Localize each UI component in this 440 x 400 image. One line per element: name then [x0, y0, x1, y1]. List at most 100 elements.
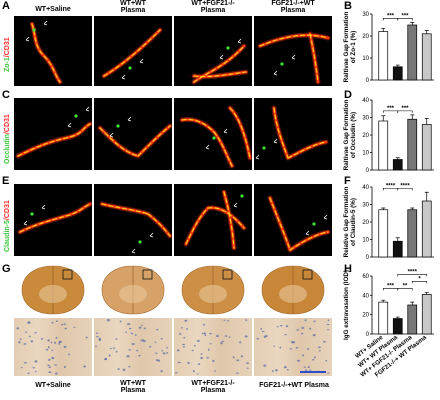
- nucleus: [317, 346, 321, 349]
- y-tick-label-3: 60: [362, 274, 369, 280]
- nucleus: [327, 372, 330, 374]
- fluorescence-svg-r2-c2: [97, 116, 172, 159]
- panel-letter-b: B: [344, 0, 352, 12]
- nucleus: [115, 350, 118, 353]
- nucleus: [119, 320, 122, 323]
- nucleus: [122, 368, 126, 371]
- nucleus: [305, 369, 308, 372]
- brain-svg-2: [101, 265, 165, 315]
- nucleus: [27, 321, 30, 323]
- nucleus: [117, 368, 120, 370]
- error-bar-3: [410, 22, 415, 25]
- nucleus: [279, 346, 282, 349]
- fluorescence-panel-r1-c1: [14, 16, 92, 86]
- green-puncta: [30, 212, 34, 216]
- fluorescence-panel-r2-c2: [94, 98, 172, 170]
- row-label-zo1: Zo-1/CD31: [4, 37, 11, 72]
- zoom-box: [302, 269, 313, 280]
- nucleus: [212, 359, 215, 363]
- error-bar-2: [395, 157, 400, 160]
- vessel-glow: [267, 195, 331, 253]
- vessel-red: [258, 32, 330, 84]
- sig-label-1: ****: [386, 183, 396, 189]
- arrowhead-1: [139, 58, 144, 64]
- nucleus: [32, 366, 35, 369]
- fluorescence-svg-r3-c2: [99, 201, 172, 254]
- row-label-occludin-marker: Occludin: [4, 134, 11, 164]
- y-tick-label-4: 40: [362, 185, 369, 191]
- nucleus: [214, 370, 216, 372]
- nucleus: [128, 349, 132, 351]
- row-label-occludin-slash: /: [4, 132, 11, 135]
- y-axis-label-1: Raltivae Gap Formation: [343, 12, 350, 83]
- fluorescence-svg-r3-c4: [267, 195, 331, 253]
- nucleus: [54, 372, 58, 375]
- bar-2: [392, 66, 403, 81]
- nucleus: [322, 340, 326, 343]
- y-tick-label-3: 30: [362, 116, 369, 122]
- nucleus: [314, 356, 316, 359]
- y-tick-label-1: 10: [362, 151, 369, 157]
- nucleus: [235, 372, 239, 374]
- nucleus: [16, 327, 20, 330]
- nucleus: [239, 341, 242, 344]
- bar-1: [378, 209, 389, 258]
- nucleus: [134, 334, 137, 336]
- brain-svg-4: [261, 265, 325, 315]
- histology-svg: [14, 318, 332, 376]
- nucleus: [273, 345, 276, 347]
- sig-bracket-2: [397, 187, 413, 191]
- row-label-claudin5: Claudin-5/CD31: [4, 200, 11, 252]
- nucleus: [34, 360, 38, 363]
- nucleus: [166, 346, 168, 349]
- nucleus: [130, 332, 134, 335]
- nucleus: [327, 328, 329, 331]
- bar-4: [421, 124, 432, 171]
- fluorescence-panel-r3-c3: [174, 184, 252, 256]
- nucleus: [54, 364, 58, 366]
- bar-3: [407, 304, 418, 335]
- y-tick-label-3: 30: [362, 203, 369, 209]
- arrowhead-1: [237, 38, 242, 44]
- arrowhead-1: [273, 138, 278, 144]
- zoom-box: [142, 269, 153, 280]
- nucleus: [224, 335, 228, 337]
- nucleus: [23, 343, 27, 345]
- nucleus: [61, 324, 64, 326]
- sig-label-2: **: [403, 284, 408, 290]
- nucleus: [201, 332, 204, 335]
- nucleus: [27, 372, 30, 374]
- arrowhead-2: [255, 154, 260, 160]
- nucleus: [296, 329, 300, 331]
- nucleus: [23, 362, 27, 364]
- nucleus: [63, 365, 66, 369]
- nucleus: [304, 319, 307, 322]
- fluorescence-panel-r2-c4: [254, 98, 332, 170]
- nucleus: [240, 355, 243, 358]
- nucleus: [160, 337, 163, 340]
- y-axis-label-2: of Claudin-5 (%): [350, 198, 357, 246]
- fluorescence-svg-r2-c3: [179, 105, 252, 169]
- y-tick-label-2: 40: [362, 293, 369, 299]
- nucleus: [301, 326, 305, 329]
- row-label-zo1-slash: /: [4, 55, 11, 58]
- nucleus: [182, 346, 186, 348]
- nucleus: [263, 364, 267, 367]
- nucleus: [197, 363, 201, 366]
- nucleus: [182, 343, 186, 346]
- nucleus: [275, 369, 278, 372]
- nucleus: [271, 370, 274, 372]
- nucleus: [68, 353, 71, 356]
- nucleus: [59, 340, 63, 343]
- y-axis-label-1: Raltivae Gap Formation: [343, 100, 350, 171]
- nucleus: [220, 342, 223, 345]
- nucleus: [313, 320, 316, 323]
- col-header-3: WT+FGF21-/- Plasma: [174, 0, 252, 14]
- vessel-yellow: [103, 29, 161, 77]
- error-bar-3: [410, 114, 415, 120]
- nucleus: [155, 352, 158, 354]
- nucleus: [48, 371, 52, 374]
- green-puncta: [74, 114, 78, 118]
- panel-letter-h: H: [344, 263, 352, 275]
- y-tick-label-2: 20: [362, 220, 369, 226]
